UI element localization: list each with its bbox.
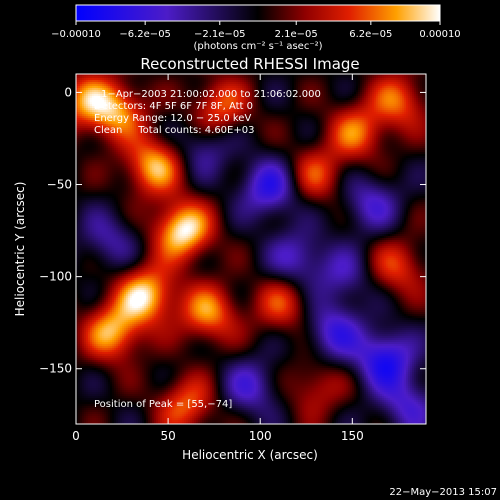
y-axis: 0 −50 −100 −150 — [39, 85, 426, 376]
colorbar-tick-label: 2.1e−05 — [275, 29, 318, 40]
y-tick-label: −50 — [47, 178, 72, 192]
x-tick-label: 0 — [72, 429, 80, 443]
colorbar-tick-label: −0.00010 — [51, 29, 101, 40]
chart-title: Reconstructed RHESSI Image — [140, 55, 359, 73]
colorbar-tick-label: −6.2e−05 — [119, 29, 171, 40]
colorbar-tick-label: 6.2e−05 — [349, 29, 392, 40]
x-axis: 0 50 100 150 — [72, 74, 364, 443]
x-tick-label: 100 — [249, 429, 272, 443]
y-axis-label: Heliocentric Y (arcsec) — [13, 182, 27, 317]
colorbar — [75, 4, 441, 22]
heatmap-image — [76, 74, 426, 424]
x-tick-label: 50 — [160, 429, 175, 443]
colorbar-unit-label: (photons cm⁻² s⁻¹ asec⁻²) — [193, 41, 322, 52]
y-tick-label: −100 — [39, 270, 72, 284]
info-clean-counts: Clean Total counts: 4.60E+03 — [94, 125, 254, 136]
info-detectors: Detectors: 4F 5F 6F 7F 8F, Att 0 — [94, 101, 253, 112]
x-tick-label: 150 — [341, 429, 364, 443]
info-energy-range: Energy Range: 12.0 − 25.0 keV — [94, 113, 251, 124]
y-tick-label: 0 — [64, 85, 72, 99]
plot-frame — [75, 73, 427, 425]
peak-position-label: Position of Peak = [55,−74] — [94, 399, 232, 410]
x-axis-label: Heliocentric X (arcsec) — [182, 448, 318, 462]
y-tick-label: −150 — [39, 362, 72, 376]
footer-date: 22−May−2013 15:07 — [389, 487, 497, 498]
colorbar-ticks: −0.00010 −6.2e−05 −2.1e−05 2.1e−05 6.2e−05 0.… — [51, 21, 461, 40]
colorbar-tick-label: 0.00010 — [419, 29, 460, 40]
colorbar-tick-label: −2.1e−05 — [194, 29, 246, 40]
info-time-range: 1−Apr−2003 21:00:02.000 to 21:06:02.000 — [101, 89, 321, 100]
